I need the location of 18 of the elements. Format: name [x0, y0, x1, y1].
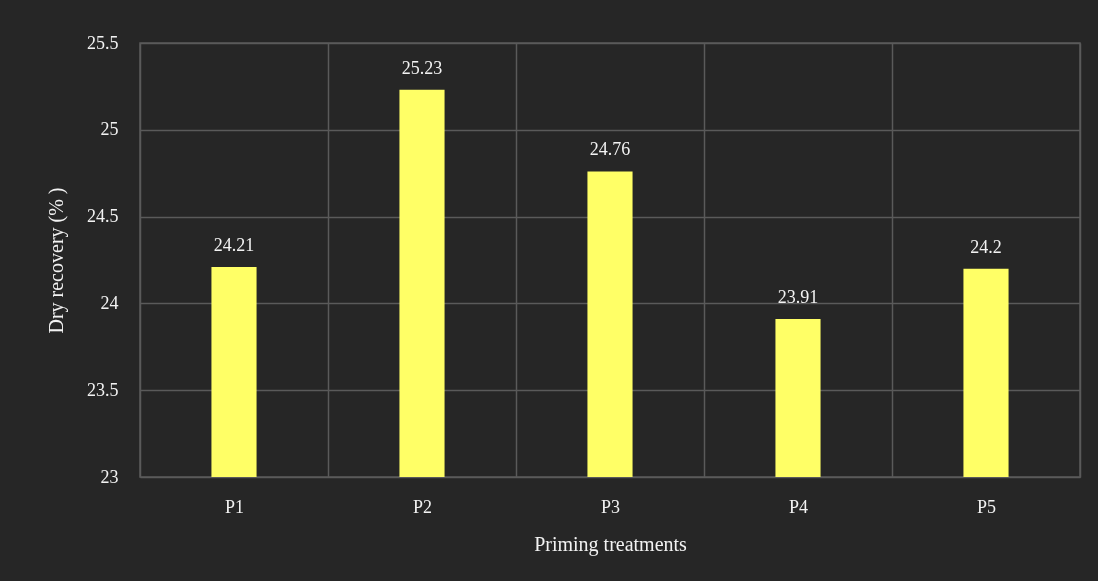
- y-tick-label: 25: [100, 119, 119, 140]
- y-tick-label: 23.5: [87, 379, 119, 400]
- data-label: 24.21: [213, 234, 255, 255]
- x-tick-label: P2: [412, 496, 433, 517]
- data-label: 24.2: [970, 236, 1002, 257]
- y-tick-label: 24.5: [87, 206, 119, 227]
- x-tick-label: P5: [976, 496, 997, 517]
- x-axis-title: Priming treatments: [534, 532, 688, 556]
- data-label: 23.91: [777, 287, 819, 308]
- y-tick-label: 23: [100, 466, 119, 487]
- y-axis-title: Dry recovery (% ): [45, 187, 68, 334]
- x-tick-label: P1: [224, 496, 245, 517]
- x-tick-label: P4: [788, 496, 809, 517]
- y-tick-label: 24: [100, 292, 119, 313]
- y-tick-label: 25.5: [87, 32, 119, 53]
- data-label: 24.76: [589, 139, 631, 160]
- x-tick-label: P3: [600, 496, 621, 517]
- data-label: 25.23: [401, 57, 443, 78]
